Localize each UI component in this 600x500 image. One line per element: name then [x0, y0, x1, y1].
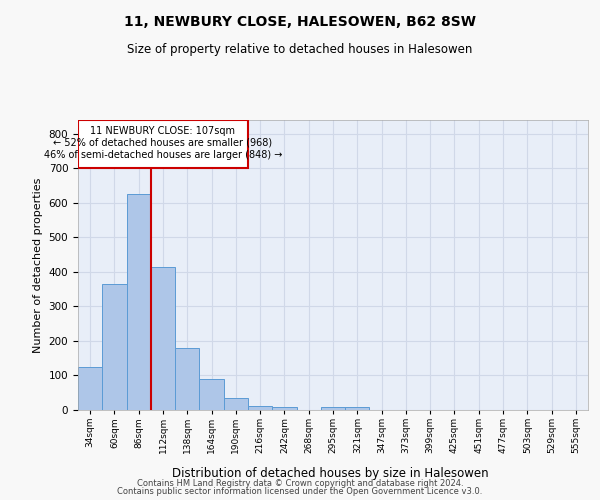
Bar — [199, 379, 224, 410]
Text: Size of property relative to detached houses in Halesowen: Size of property relative to detached ho… — [127, 42, 473, 56]
Bar — [78, 367, 102, 410]
Text: ← 52% of detached houses are smaller (968): ← 52% of detached houses are smaller (96… — [53, 138, 272, 148]
Bar — [151, 266, 175, 410]
Bar — [321, 406, 345, 410]
Bar — [127, 194, 151, 410]
Text: Contains public sector information licensed under the Open Government Licence v3: Contains public sector information licen… — [118, 488, 482, 496]
Bar — [224, 398, 248, 410]
Bar — [248, 406, 272, 410]
Y-axis label: Number of detached properties: Number of detached properties — [33, 178, 43, 352]
Bar — [345, 406, 370, 410]
Bar — [272, 406, 296, 410]
Text: Distribution of detached houses by size in Halesowen: Distribution of detached houses by size … — [172, 467, 488, 480]
Bar — [175, 348, 199, 410]
FancyBboxPatch shape — [78, 120, 248, 168]
Text: 46% of semi-detached houses are larger (848) →: 46% of semi-detached houses are larger (… — [44, 150, 282, 160]
Bar — [102, 284, 127, 410]
Text: 11, NEWBURY CLOSE, HALESOWEN, B62 8SW: 11, NEWBURY CLOSE, HALESOWEN, B62 8SW — [124, 15, 476, 29]
Text: 11 NEWBURY CLOSE: 107sqm: 11 NEWBURY CLOSE: 107sqm — [91, 126, 235, 136]
Text: Contains HM Land Registry data © Crown copyright and database right 2024.: Contains HM Land Registry data © Crown c… — [137, 478, 463, 488]
